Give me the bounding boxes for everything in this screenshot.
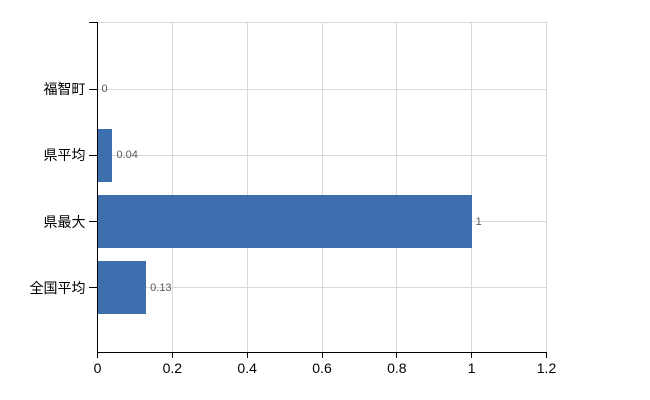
category-label: 福智町 (43, 81, 86, 97)
horizontal-gridline (97, 88, 547, 90)
x-tick-mark (246, 352, 248, 358)
bar-value-label: 0 (101, 83, 108, 95)
x-tick-label: 1 (467, 360, 476, 376)
vertical-gridline (396, 22, 398, 352)
x-tick-mark (396, 352, 398, 358)
x-tick-label: 0.8 (387, 360, 407, 376)
x-tick-label: 0.4 (237, 360, 257, 376)
bar (97, 195, 472, 249)
x-tick-mark (171, 352, 173, 358)
x-tick-label: 0.6 (312, 360, 332, 376)
horizontal-gridline (97, 154, 547, 156)
y-tick-mark (88, 21, 98, 23)
x-tick-label: 0.2 (162, 360, 183, 376)
bar (97, 261, 147, 315)
bar (97, 128, 113, 182)
y-tick-mark (88, 221, 98, 223)
y-tick-mark (88, 154, 98, 156)
x-tick-mark (321, 352, 323, 358)
vertical-gridline (321, 22, 323, 352)
y-tick-mark (88, 287, 98, 289)
category-label: 全国平均 (29, 279, 86, 296)
bar-value-label: 1 (475, 215, 482, 228)
bar-value-label: 0.13 (150, 281, 172, 294)
category-label: 県最大 (43, 213, 86, 230)
y-tick-mark (88, 88, 98, 90)
x-tick-label: 0 (93, 360, 102, 376)
category-label: 県平均 (43, 147, 86, 164)
y-axis-line (97, 22, 98, 352)
bar-value-label: 0.04 (116, 149, 138, 162)
x-tick-mark (546, 352, 547, 358)
vertical-gridline (471, 22, 473, 352)
x-tick-mark (471, 352, 473, 358)
vertical-gridline (546, 22, 547, 352)
x-tick-mark (97, 352, 98, 358)
horizontal-gridline (97, 287, 547, 289)
vertical-gridline (246, 22, 248, 352)
x-tick-label: 1.2 (536, 360, 557, 376)
vertical-gridline (171, 22, 173, 352)
